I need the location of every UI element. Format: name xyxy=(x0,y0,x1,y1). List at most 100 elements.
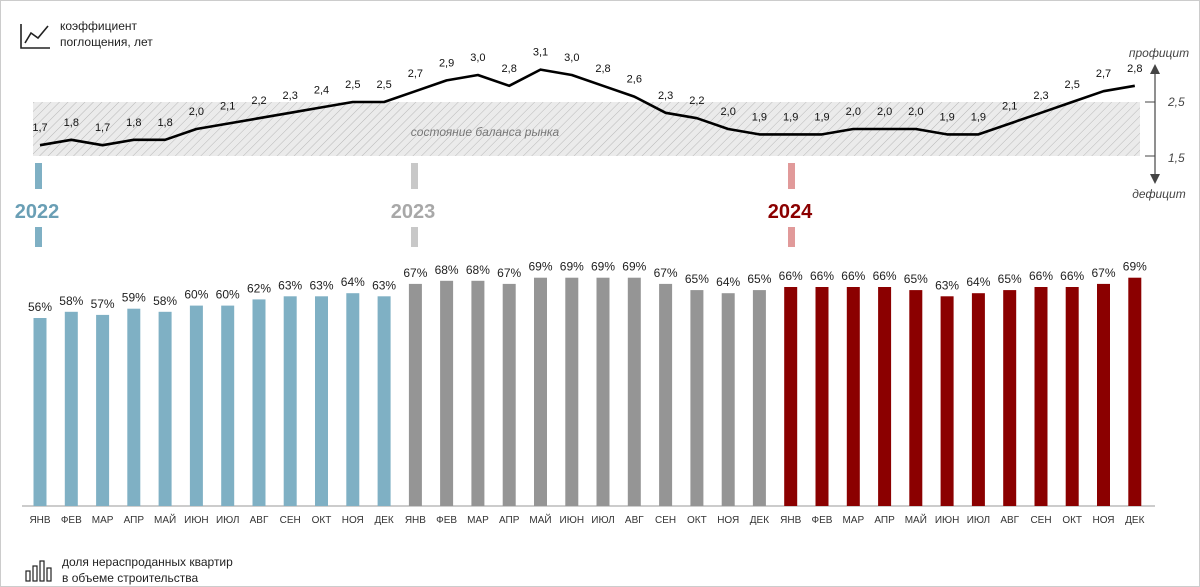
bar-2022-апр xyxy=(127,308,141,506)
bar-value-label: 59% xyxy=(122,291,146,305)
bar-series xyxy=(33,277,1142,506)
x-tick-label: НОЯ xyxy=(342,515,364,526)
year-marker-2023 xyxy=(411,163,418,247)
bar-value-label: 65% xyxy=(747,272,771,286)
x-tick-label: АВГ xyxy=(625,515,644,526)
bar-value-label: 62% xyxy=(247,281,271,295)
bar-value-label: 60% xyxy=(216,288,240,302)
line-value-label: 2,5 xyxy=(1065,79,1080,91)
balance-band xyxy=(33,102,1140,156)
bar-value-label: 67% xyxy=(654,266,678,280)
line-value-label: 2,5 xyxy=(345,79,360,91)
bar-2023-апр xyxy=(502,283,516,506)
line-value-label: 1,8 xyxy=(126,117,141,129)
x-tick-label: АВГ xyxy=(250,515,269,526)
x-tick-label: СЕН xyxy=(1030,515,1051,526)
bar-2024-янв xyxy=(784,287,798,506)
x-tick-label: ИЮЛ xyxy=(967,515,990,526)
line-value-label: 2,5 xyxy=(376,79,391,91)
bar-2022-ноя xyxy=(346,293,360,506)
bar-2022-июл xyxy=(221,305,235,506)
bar-2023-дек xyxy=(752,290,766,506)
bar-value-label: 69% xyxy=(591,260,615,274)
line-value-label: 2,7 xyxy=(1096,68,1111,80)
bar-legend-line1: доля нераспроданных квартир xyxy=(62,555,233,569)
x-tick-label: НОЯ xyxy=(717,515,739,526)
line-value-label: 2,8 xyxy=(1127,63,1142,75)
bar-value-label: 66% xyxy=(1060,269,1084,283)
bar-2023-мар xyxy=(471,280,485,506)
x-axis-month-labels: ЯНВ ФЕВ МАР АПР МАЙ ИЮН ИЮЛ АВГ СЕН ОКТ НОЯ ДЕК ЯНВ Ф… xyxy=(29,513,1144,526)
scale-arrow-icon xyxy=(1145,64,1160,184)
x-tick-label: ФЕВ xyxy=(436,515,457,526)
year-label-2024: 2024 xyxy=(768,201,813,223)
bar-value-label: 66% xyxy=(779,269,803,283)
balance-band-label: состояние баланса рынка xyxy=(411,125,560,139)
x-tick-label: МАР xyxy=(842,515,864,526)
x-tick-label: ИЮН xyxy=(935,515,960,526)
bar-value-label: 56% xyxy=(28,300,52,314)
bar-2024-окт xyxy=(1065,287,1079,506)
bar-value-label: 66% xyxy=(810,269,834,283)
line-value-label: 1,9 xyxy=(752,111,767,123)
year-marker-2024 xyxy=(788,163,795,247)
line-value-label: 1,9 xyxy=(783,111,798,123)
line-value-label: 2,0 xyxy=(189,106,204,118)
bar-value-label: 58% xyxy=(59,294,83,308)
x-tick-label: ИЮЛ xyxy=(591,515,614,526)
line-value-label: 3,0 xyxy=(564,52,579,64)
x-tick-label: ДЕК xyxy=(750,515,769,526)
bar-2024-ноя xyxy=(1097,283,1110,506)
x-tick-label: МАЙ xyxy=(529,513,551,526)
bar-2024-дек xyxy=(1128,277,1142,506)
bar-2022-мар xyxy=(96,314,110,506)
bar-2022-фев xyxy=(64,311,78,506)
line-chart-icon xyxy=(20,24,50,49)
bar-chart-icon xyxy=(25,560,52,582)
bar-2023-янв xyxy=(408,283,422,506)
x-tick-label: ЯНВ xyxy=(405,515,426,526)
line-value-label: 2,9 xyxy=(439,57,454,69)
line-value-label: 1,9 xyxy=(814,111,829,123)
line-value-label: 2,7 xyxy=(408,68,423,80)
bar-2023-май xyxy=(534,277,547,506)
x-tick-label: ДЕК xyxy=(374,515,393,526)
bar-value-label: 64% xyxy=(716,275,740,289)
bar-value-label: 66% xyxy=(1029,269,1053,283)
bar-value-label: 68% xyxy=(435,263,459,277)
line-series xyxy=(39,68,1136,147)
bar-legend-line2: в объеме строительства xyxy=(62,571,198,585)
bar-value-label: 67% xyxy=(403,266,427,280)
line-value-label: 1,9 xyxy=(971,111,986,123)
bar-2023-фев xyxy=(440,280,454,506)
line-value-label: 2,4 xyxy=(314,84,329,96)
bar-2022-май xyxy=(158,311,172,506)
line-value-label: 3,1 xyxy=(533,47,548,59)
absorption-line xyxy=(39,68,1136,147)
line-value-label: 3,0 xyxy=(470,52,485,64)
line-value-label: 2,2 xyxy=(251,95,266,107)
bar-value-label: 67% xyxy=(1091,266,1115,280)
x-tick-label: ОКТ xyxy=(1062,515,1082,526)
line-legend-line1: коэффициент xyxy=(60,19,138,33)
line-value-label: 1,8 xyxy=(157,117,172,129)
bar-value-label: 63% xyxy=(372,278,396,292)
bar-2023-июл xyxy=(596,277,610,506)
x-tick-label: ИЮЛ xyxy=(216,515,239,526)
bar-2024-мар xyxy=(846,287,860,506)
line-value-label: 2,6 xyxy=(627,74,642,86)
bar-2022-авг xyxy=(252,299,266,506)
x-tick-label: МАЙ xyxy=(154,513,176,526)
bar-2022-янв xyxy=(33,318,47,506)
x-tick-label: ЯНВ xyxy=(29,515,50,526)
bar-2022-июн xyxy=(189,305,203,506)
x-tick-label: МАЙ xyxy=(905,513,927,526)
x-tick-label: МАР xyxy=(92,515,114,526)
bar-2023-авг xyxy=(627,277,641,506)
line-value-label: 2,0 xyxy=(721,106,736,118)
line-value-label: 2,3 xyxy=(1033,90,1048,102)
bar-value-label: 63% xyxy=(935,278,959,292)
surplus-label: профицит xyxy=(1129,46,1189,60)
x-tick-label: ФЕВ xyxy=(61,515,82,526)
bar-2022-сен xyxy=(283,296,297,506)
